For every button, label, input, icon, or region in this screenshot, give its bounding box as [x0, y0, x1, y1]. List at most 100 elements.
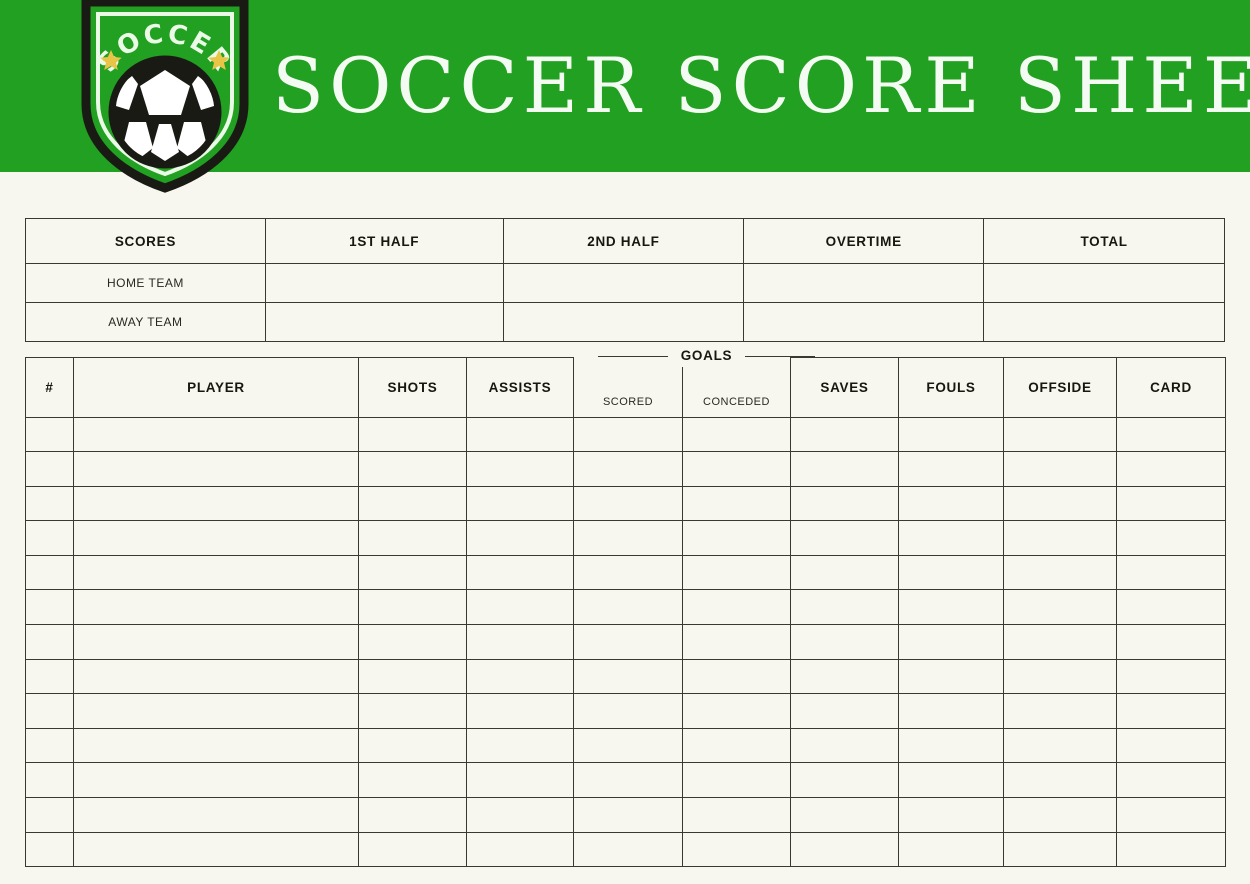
away-team-1st-half-cell[interactable]: [264, 302, 504, 342]
player-cell-shots[interactable]: [358, 451, 467, 487]
player-cell-offside[interactable]: [1003, 589, 1117, 626]
player-cell-scored[interactable]: [573, 589, 683, 626]
player-cell-offside[interactable]: [1003, 727, 1117, 764]
player-cell-card[interactable]: [1116, 727, 1226, 764]
player-cell-saves[interactable]: [790, 416, 899, 453]
player-cell-number[interactable]: [25, 485, 74, 522]
player-cell-card[interactable]: [1116, 554, 1226, 591]
player-cell-card[interactable]: [1116, 416, 1226, 453]
player-cell-offside[interactable]: [1003, 797, 1117, 833]
player-cell-fouls[interactable]: [898, 520, 1004, 556]
player-cell-assists[interactable]: [466, 624, 574, 660]
player-cell-card[interactable]: [1116, 762, 1226, 799]
player-cell-fouls[interactable]: [898, 624, 1004, 660]
player-cell-number[interactable]: [25, 520, 74, 556]
player-cell-fouls[interactable]: [898, 658, 1004, 695]
player-cell-scored[interactable]: [573, 416, 683, 453]
player-cell-number[interactable]: [25, 451, 74, 487]
player-cell-scored[interactable]: [573, 520, 683, 556]
player-cell-shots[interactable]: [358, 520, 467, 556]
player-cell-scored[interactable]: [573, 831, 683, 868]
player-cell-scored[interactable]: [573, 693, 683, 729]
player-cell-shots[interactable]: [358, 554, 467, 591]
player-cell-conceded[interactable]: [682, 624, 791, 660]
player-cell-offside[interactable]: [1003, 831, 1117, 868]
player-cell-saves[interactable]: [790, 831, 899, 868]
player-cell-saves[interactable]: [790, 762, 899, 799]
player-cell-card[interactable]: [1116, 520, 1226, 556]
player-cell-shots[interactable]: [358, 762, 467, 799]
player-cell-scored[interactable]: [573, 554, 683, 591]
player-cell-scored[interactable]: [573, 485, 683, 522]
home-team-total-cell[interactable]: [983, 263, 1225, 303]
player-cell-saves[interactable]: [790, 589, 899, 626]
player-cell-shots[interactable]: [358, 485, 467, 522]
player-cell-shots[interactable]: [358, 831, 467, 868]
player-cell-number[interactable]: [25, 727, 74, 764]
player-cell-assists[interactable]: [466, 658, 574, 695]
player-cell-number[interactable]: [25, 797, 74, 833]
home-team-overtime-cell[interactable]: [743, 263, 985, 303]
player-cell-scored[interactable]: [573, 451, 683, 487]
player-cell-card[interactable]: [1116, 693, 1226, 729]
player-cell-assists[interactable]: [466, 727, 574, 764]
player-cell-offside[interactable]: [1003, 416, 1117, 453]
player-cell-conceded[interactable]: [682, 485, 791, 522]
player-cell-offside[interactable]: [1003, 762, 1117, 799]
player-cell-assists[interactable]: [466, 451, 574, 487]
player-cell-offside[interactable]: [1003, 485, 1117, 522]
player-cell-number[interactable]: [25, 554, 74, 591]
player-cell-conceded[interactable]: [682, 831, 791, 868]
player-cell-conceded[interactable]: [682, 416, 791, 453]
player-cell-player[interactable]: [73, 797, 359, 833]
player-cell-assists[interactable]: [466, 554, 574, 591]
player-cell-shots[interactable]: [358, 658, 467, 695]
player-cell-conceded[interactable]: [682, 658, 791, 695]
player-cell-fouls[interactable]: [898, 762, 1004, 799]
player-cell-card[interactable]: [1116, 624, 1226, 660]
player-cell-saves[interactable]: [790, 520, 899, 556]
player-cell-player[interactable]: [73, 727, 359, 764]
player-cell-shots[interactable]: [358, 727, 467, 764]
player-cell-number[interactable]: [25, 693, 74, 729]
away-team-overtime-cell[interactable]: [743, 302, 985, 342]
player-cell-scored[interactable]: [573, 624, 683, 660]
away-team-2nd-half-cell[interactable]: [502, 302, 745, 342]
player-cell-saves[interactable]: [790, 624, 899, 660]
player-cell-saves[interactable]: [790, 451, 899, 487]
player-cell-fouls[interactable]: [898, 797, 1004, 833]
player-cell-conceded[interactable]: [682, 762, 791, 799]
player-cell-assists[interactable]: [466, 762, 574, 799]
player-cell-player[interactable]: [73, 554, 359, 591]
player-cell-offside[interactable]: [1003, 451, 1117, 487]
player-cell-scored[interactable]: [573, 762, 683, 799]
player-cell-offside[interactable]: [1003, 624, 1117, 660]
player-cell-number[interactable]: [25, 762, 74, 799]
player-cell-fouls[interactable]: [898, 589, 1004, 626]
player-cell-card[interactable]: [1116, 797, 1226, 833]
player-cell-shots[interactable]: [358, 797, 467, 833]
player-cell-offside[interactable]: [1003, 520, 1117, 556]
player-cell-assists[interactable]: [466, 520, 574, 556]
player-cell-player[interactable]: [73, 451, 359, 487]
player-cell-scored[interactable]: [573, 797, 683, 833]
player-cell-offside[interactable]: [1003, 554, 1117, 591]
player-cell-number[interactable]: [25, 416, 74, 453]
player-cell-saves[interactable]: [790, 693, 899, 729]
player-cell-shots[interactable]: [358, 589, 467, 626]
player-cell-card[interactable]: [1116, 831, 1226, 868]
player-cell-assists[interactable]: [466, 797, 574, 833]
player-cell-player[interactable]: [73, 693, 359, 729]
player-cell-saves[interactable]: [790, 554, 899, 591]
away-team-total-cell[interactable]: [983, 302, 1225, 342]
player-cell-fouls[interactable]: [898, 554, 1004, 591]
player-cell-shots[interactable]: [358, 624, 467, 660]
player-cell-assists[interactable]: [466, 693, 574, 729]
player-cell-number[interactable]: [25, 831, 74, 868]
player-cell-player[interactable]: [73, 485, 359, 522]
player-cell-fouls[interactable]: [898, 693, 1004, 729]
player-cell-number[interactable]: [25, 658, 74, 695]
player-cell-conceded[interactable]: [682, 554, 791, 591]
player-cell-conceded[interactable]: [682, 727, 791, 764]
player-cell-conceded[interactable]: [682, 451, 791, 487]
